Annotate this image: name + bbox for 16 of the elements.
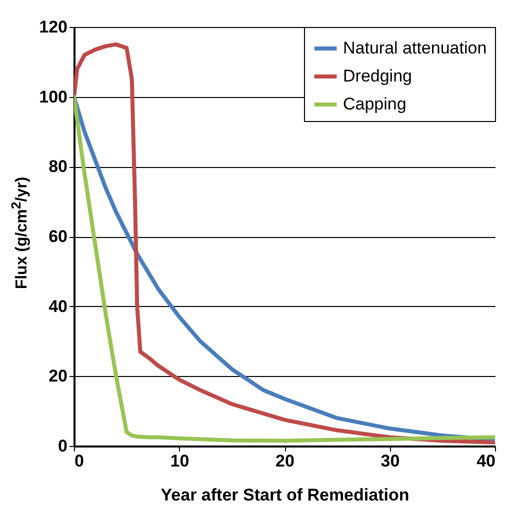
y-tick-label: 120 <box>39 18 68 36</box>
y-tick-label: 20 <box>48 366 68 386</box>
y-tick-label: 60 <box>48 227 68 246</box>
x-tick-label: 20 <box>276 452 294 470</box>
x-tick-label: 0 <box>74 452 84 470</box>
x-axis-title: Year after Start of Remediation <box>160 486 410 504</box>
legend-label: Dredging <box>343 66 412 86</box>
y-tick-label: 40 <box>48 296 68 316</box>
y-tick-label: 0 <box>58 436 68 456</box>
legend-label: Natural attenuation <box>343 38 487 58</box>
x-tick-label: 40 <box>476 452 496 470</box>
x-tick-label: 30 <box>380 452 400 470</box>
y-tick-label: 100 <box>39 87 68 106</box>
legend-label: Capping <box>343 94 406 114</box>
y-tick-label: 80 <box>48 157 68 176</box>
x-tick-label: 10 <box>170 452 190 470</box>
